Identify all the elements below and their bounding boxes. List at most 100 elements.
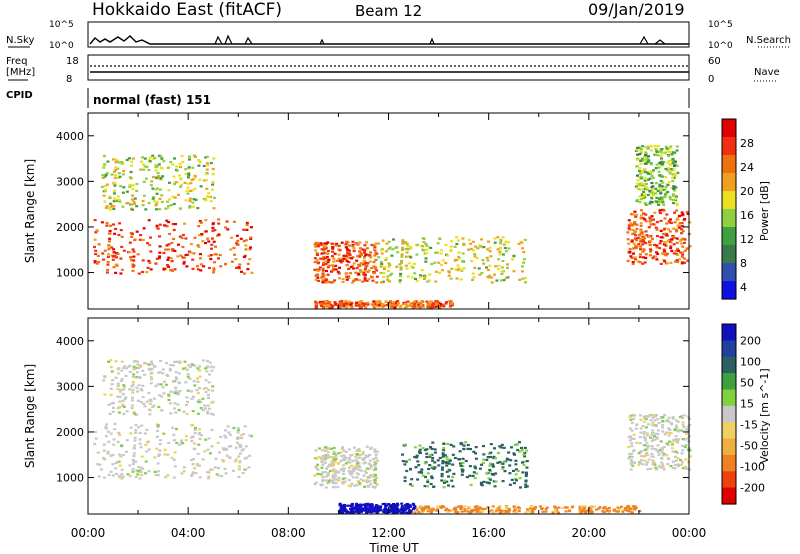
data-cell — [408, 304, 412, 307]
data-cell — [204, 407, 207, 410]
data-cell — [154, 176, 158, 179]
data-cell — [501, 466, 505, 469]
data-cell — [665, 234, 669, 237]
data-cell — [244, 244, 248, 247]
data-cell — [206, 412, 210, 415]
data-cell — [648, 202, 652, 205]
data-cell — [364, 261, 368, 264]
data-cell — [472, 276, 476, 279]
data-cell — [147, 440, 150, 443]
data-cell — [445, 458, 449, 461]
data-cell — [681, 237, 685, 240]
data-cell — [108, 232, 112, 235]
data-cell — [354, 505, 358, 508]
data-cell — [149, 236, 152, 239]
data-cell — [321, 454, 325, 458]
data-cell — [104, 173, 108, 176]
data-cell — [464, 459, 468, 463]
data-cell — [375, 281, 379, 284]
data-cell — [679, 463, 683, 466]
data-cell — [175, 378, 179, 381]
data-cell — [239, 452, 242, 455]
data-cell — [116, 252, 120, 255]
data-cell — [159, 178, 163, 181]
data-cell — [372, 265, 376, 268]
data-cell — [172, 433, 176, 436]
data-cell — [638, 167, 642, 170]
data-cell — [196, 268, 200, 271]
data-cell — [482, 262, 486, 265]
data-cell — [109, 393, 113, 396]
data-cell — [169, 363, 173, 367]
data-cell — [120, 473, 124, 476]
data-cell — [643, 171, 647, 174]
data-cell — [661, 426, 665, 429]
data-cell — [461, 470, 464, 473]
data-cell — [349, 454, 353, 457]
data-cell — [129, 426, 133, 429]
data-cell — [359, 509, 363, 512]
data-cell — [651, 421, 655, 424]
data-cell — [651, 424, 655, 427]
data-cell — [594, 508, 598, 511]
data-cell — [451, 463, 455, 466]
data-cell — [153, 156, 157, 159]
data-cell — [131, 468, 135, 471]
data-cell — [346, 241, 350, 244]
data-cell — [680, 228, 684, 231]
data-cell — [626, 509, 630, 512]
data-cell — [387, 240, 391, 243]
data-cell — [178, 360, 182, 363]
data-cell — [107, 207, 111, 210]
data-cell — [113, 232, 117, 235]
data-cell — [331, 246, 335, 249]
data-cell — [377, 508, 381, 511]
data-cell — [189, 251, 193, 254]
data-cell — [329, 303, 333, 306]
data-cell — [345, 306, 349, 309]
data-cell — [407, 262, 411, 265]
data-cell — [102, 443, 106, 446]
data-cell — [646, 446, 650, 449]
data-cell — [529, 505, 533, 508]
data-cell — [647, 226, 651, 229]
data-cell — [367, 462, 371, 465]
data-cell — [111, 410, 115, 413]
y-tick-label: 3000 — [56, 380, 84, 393]
data-cell — [207, 471, 211, 474]
data-cell — [398, 509, 402, 512]
data-cell — [359, 469, 363, 472]
data-cell — [509, 459, 513, 462]
data-cell — [447, 274, 451, 277]
data-cell — [521, 461, 524, 464]
data-cell — [387, 503, 391, 506]
data-cell — [663, 196, 666, 199]
data-cell — [348, 253, 352, 256]
data-cell — [216, 234, 220, 237]
data-cell — [325, 467, 328, 470]
colorbar-tick-label: 50 — [740, 377, 754, 390]
data-cell — [434, 270, 438, 273]
data-cell — [645, 188, 649, 191]
data-cell — [632, 433, 636, 436]
data-cell — [138, 238, 142, 241]
data-cell — [413, 272, 417, 275]
data-cell — [507, 241, 511, 244]
data-cell — [372, 457, 376, 461]
data-cell — [433, 261, 437, 264]
data-cell — [677, 438, 681, 441]
data-cell — [665, 192, 668, 195]
data-cell — [672, 164, 676, 168]
data-cell — [423, 485, 427, 488]
data-cell — [650, 201, 654, 204]
data-cell — [428, 273, 432, 276]
data-cell — [633, 258, 637, 261]
data-cell — [117, 172, 121, 175]
data-cell — [650, 191, 653, 194]
data-cell — [341, 447, 344, 450]
data-cell — [658, 161, 662, 164]
data-cell — [447, 462, 451, 465]
data-cell — [122, 384, 126, 387]
data-cell — [661, 188, 665, 191]
data-cell — [332, 482, 336, 485]
